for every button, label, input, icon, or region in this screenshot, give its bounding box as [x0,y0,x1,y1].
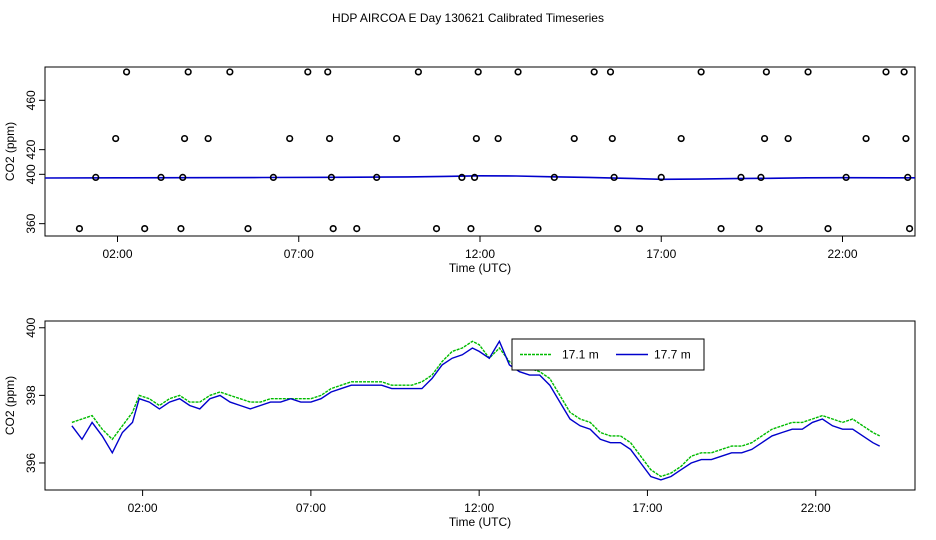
data-point [514,68,522,76]
data-point [324,68,332,76]
y-tick-label: 460 [24,90,38,110]
x-axis-label: Time (UTC) [449,515,511,529]
data-point [610,173,618,182]
data-point [432,224,441,233]
data-point [697,68,705,76]
data-point [900,68,908,76]
data-point [393,134,401,143]
data-point [244,224,252,233]
data-point [606,68,615,76]
data-point [737,173,745,182]
data-point [141,224,149,233]
data-point [590,68,598,76]
legend-label: 17.1 m [562,348,599,362]
legend-label: 17.7 m [654,348,691,362]
data-point [414,68,422,76]
data-point [755,224,763,233]
data-point [804,68,812,76]
x-tick-label: 02:00 [102,247,132,261]
y-tick-label: 360 [24,213,38,233]
data-point [329,224,337,233]
x-tick-label: 07:00 [284,247,314,261]
data-point [325,134,334,143]
data-point [882,68,890,76]
data-layer [71,339,881,481]
data-point [180,134,189,143]
data-point [534,224,542,233]
data-point [550,173,558,182]
plot-frame [44,320,916,491]
x-tick-label: 07:00 [296,501,326,515]
series-line [45,174,915,181]
data-point [184,68,192,76]
data-point [157,173,165,182]
chart-title: HDP AIRCOA E Day 130621 Calibrated Times… [332,11,604,25]
data-point [304,68,312,76]
data-point [92,173,100,182]
x-tick-label: 02:00 [128,501,158,515]
series-line-2 [71,339,881,481]
data-point [677,134,685,143]
data-point [353,224,361,233]
data-point [177,224,185,233]
data-point [570,134,578,143]
data-point [784,134,792,143]
data-point [762,68,770,76]
data-point [657,173,665,182]
data-point [327,173,335,182]
data-point [75,224,84,233]
data-point [470,173,479,182]
x-tick-label: 17:00 [632,501,662,515]
data-point [494,134,502,143]
data-layer [45,68,915,233]
x-axis-label: Time (UTC) [449,261,511,275]
y-axis-label: CO2 (ppm) [3,122,17,181]
y-tick-label: 398 [24,385,38,405]
data-point [286,134,294,143]
data-point [179,173,187,182]
data-point [902,134,910,143]
y-tick-label: 396 [24,453,38,473]
y-tick-label: 400 [24,317,38,337]
x-tick-label: 12:00 [464,501,494,515]
plot-top: 02:00 07:00 12:00 17:00 22:00 360 400 420 460 Tim… [3,66,916,275]
plot-bottom: 02:00 07:00 12:00 17:00 22:00 396 398 400 Time (… [3,317,916,529]
data-point [842,173,850,182]
data-point [474,68,482,76]
x-tick-label: 22:00 [801,501,831,515]
data-point [467,224,475,233]
data-point [269,173,277,182]
y-tick-label: 400 [24,164,38,184]
data-point [122,68,131,76]
data-point [904,173,912,182]
data-point [112,134,120,143]
data-point [905,224,914,233]
x-tick-label: 22:00 [827,247,857,261]
legend: 17.1 m 17.7 m [511,338,705,371]
data-point [862,134,870,143]
data-point [472,134,480,143]
data-point [760,134,769,143]
data-point [373,173,381,182]
data-point [608,134,616,143]
data-point [635,224,644,233]
x-tick-label: 12:00 [465,247,495,261]
data-point [614,224,622,233]
x-tick-label: 17:00 [646,247,676,261]
series-line-1 [71,340,881,478]
data-point [458,173,466,182]
data-point [204,134,212,143]
data-point [717,224,725,233]
data-point [757,173,765,182]
data-point [226,68,234,76]
y-tick-label: 420 [24,139,38,159]
plot-frame [44,66,916,237]
data-point [824,224,832,233]
y-axis-label: CO2 (ppm) [3,376,17,435]
